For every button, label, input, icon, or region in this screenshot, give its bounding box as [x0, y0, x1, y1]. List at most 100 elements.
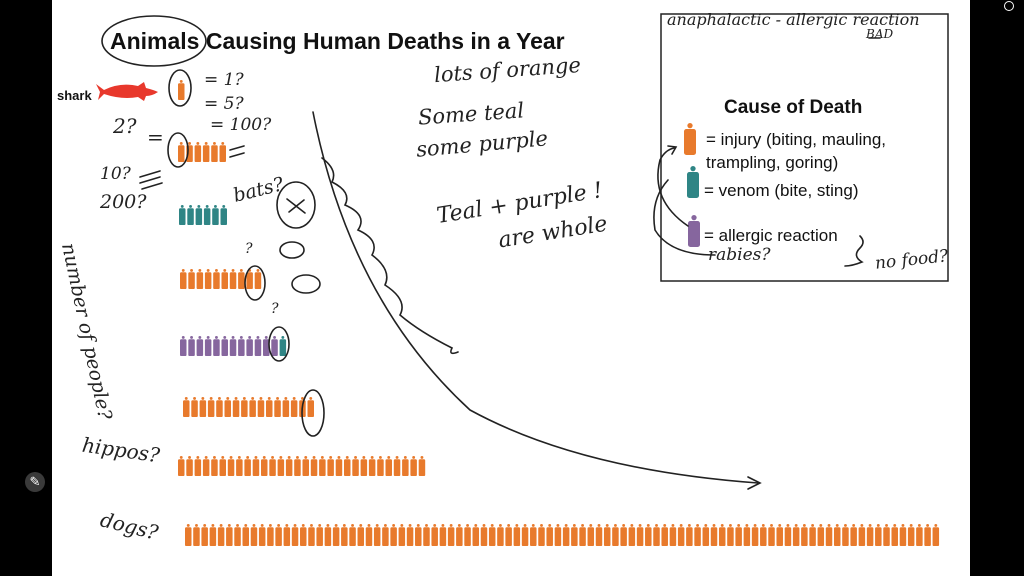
legend-brace	[844, 235, 864, 267]
person-icon-injury	[686, 524, 693, 546]
person-icon-injury	[562, 524, 570, 546]
person-icon-injury	[368, 456, 376, 476]
row6-circle	[301, 389, 325, 437]
person-icon-injury	[653, 524, 660, 546]
person-icon-injury	[213, 269, 220, 289]
person-icon-injury	[373, 524, 381, 546]
person-icon-injury	[472, 524, 480, 546]
person-icon-injury	[357, 524, 365, 546]
person-icon-injury	[393, 456, 401, 476]
person-icon-injury	[194, 456, 202, 476]
row4-circle	[244, 265, 266, 301]
person-icon-injury	[201, 524, 208, 546]
person-icon-injury	[809, 524, 816, 546]
person-icon-injury	[546, 524, 553, 546]
person-icon-injury	[431, 524, 438, 546]
person-icon-injury	[194, 142, 202, 162]
person-icon-injury	[266, 397, 273, 417]
person-icon-allergic	[254, 336, 262, 356]
person-icon-injury	[319, 456, 326, 476]
row2-circle	[167, 132, 189, 168]
person-icon-injury	[275, 524, 282, 546]
person-icon-injury	[202, 456, 210, 476]
eq-note: =	[147, 125, 164, 149]
person-icon-injury	[447, 524, 455, 546]
person-icon-injury	[415, 524, 422, 546]
person-icon-injury	[579, 524, 586, 546]
person-icon-injury	[209, 524, 217, 546]
person-icon-injury	[344, 456, 351, 476]
pen-tool-icon[interactable]: ✎	[25, 472, 45, 492]
person-icon-injury	[866, 524, 874, 546]
person-icon-injury	[464, 524, 471, 546]
person-icon-injury	[406, 524, 414, 546]
person-icon-injury	[349, 524, 356, 546]
person-icon-injury	[252, 456, 260, 476]
eq5-note: = 5?	[204, 94, 244, 114]
person-icon-venom	[212, 205, 219, 225]
person-icon-allergic	[204, 336, 212, 356]
title-circle	[101, 15, 207, 67]
person-icon-injury	[488, 524, 496, 546]
person-icon-injury	[250, 524, 258, 546]
person-icon-injury	[423, 524, 430, 546]
person-icon-injury	[307, 397, 314, 417]
bug-doodle-2	[291, 274, 321, 294]
person-icon-injury	[418, 456, 426, 476]
person-icon-allergic	[238, 336, 245, 356]
person-icon-injury	[850, 524, 857, 546]
person-icon-allergic	[271, 336, 278, 356]
person-icon-injury	[341, 524, 348, 546]
person-icon-injury	[196, 269, 204, 289]
person-icon-injury	[186, 456, 193, 476]
person-icon-injury	[661, 524, 668, 546]
person-icon-injury	[219, 142, 226, 162]
person-icon-injury	[180, 269, 187, 289]
person-icon-injury	[290, 397, 298, 417]
person-icon-injury	[891, 524, 898, 546]
person-icon-injury	[258, 524, 266, 546]
person-icon-injury	[817, 524, 825, 546]
eq100-note: = 100?	[210, 115, 272, 135]
person-icon-injury	[595, 524, 603, 546]
person-icon-injury	[178, 80, 185, 100]
person-icon-injury	[365, 524, 373, 546]
legend-injury-line2: trampling, goring)	[706, 153, 839, 172]
eq1-note: = 1?	[204, 70, 244, 90]
person-icon-allergic	[180, 336, 187, 356]
person-icon-injury	[924, 524, 931, 546]
person-icon-allergic	[213, 336, 220, 356]
person-icon-injury	[710, 524, 718, 546]
person-icon-injury	[612, 524, 619, 546]
person-icon-injury	[261, 456, 268, 476]
legend-arrow-1-head	[667, 145, 678, 155]
person-icon-injury	[316, 524, 323, 546]
person-icon-injury	[735, 524, 742, 546]
person-icon-injury	[236, 456, 243, 476]
person-icon-injury	[398, 524, 406, 546]
rabies-note: rabies?	[708, 245, 771, 265]
person-icon-injury	[792, 524, 800, 546]
person-icon-injury	[505, 524, 512, 546]
person-icon-injury	[402, 456, 409, 476]
person-icon-injury	[410, 456, 417, 476]
person-icon-injury	[352, 456, 359, 476]
person-icon-injury	[360, 456, 368, 476]
person-icon-injury	[202, 142, 210, 162]
person-icon-injury	[204, 269, 212, 289]
person-icon-injury	[238, 269, 245, 289]
settings-dot-icon[interactable]	[1004, 1, 1014, 11]
person-icon-injury	[224, 397, 231, 417]
person-icon-injury	[718, 524, 726, 546]
triple-lines	[139, 170, 163, 190]
person-icon-injury	[883, 524, 890, 546]
person-icon-injury	[234, 524, 241, 546]
person-icon-allergic	[263, 336, 270, 356]
anaphylactic-note: anaphalactic - allergic reaction	[667, 10, 920, 29]
person-icon-injury	[603, 524, 611, 546]
person-icon-venom	[179, 205, 186, 225]
person-icon-allergic	[188, 336, 195, 356]
person-icon-injury	[211, 456, 218, 476]
person-icon-injury	[232, 397, 240, 417]
